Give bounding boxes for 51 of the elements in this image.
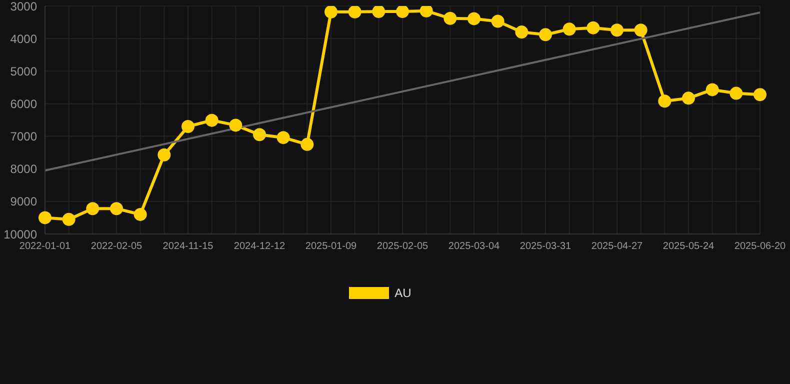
point [420, 6, 433, 18]
point [348, 6, 362, 18]
point [515, 26, 528, 39]
x-tick-label: 2024-11-15 [162, 241, 214, 252]
x-tick-label: 2025-05-24 [662, 241, 715, 252]
point [539, 28, 552, 42]
y-tick-label: 8000 [10, 162, 38, 176]
point [324, 6, 338, 18]
point [300, 138, 314, 151]
x-tick-label: 2025-01-09 [305, 241, 358, 252]
point [468, 12, 480, 26]
point [38, 211, 52, 224]
point [205, 114, 218, 127]
x-tick-label: 2025-06-20 [734, 241, 786, 252]
point [634, 24, 648, 37]
point [134, 208, 147, 221]
point [706, 83, 719, 96]
point [62, 212, 76, 226]
point [754, 88, 766, 102]
x-tick-label: 2022-01-01 [19, 241, 72, 252]
point [110, 202, 123, 216]
point [658, 94, 672, 108]
point [562, 22, 576, 36]
point [253, 128, 266, 142]
y-tick-label: 7000 [10, 130, 38, 144]
x-tick-label: 2025-03-04 [448, 241, 500, 252]
point [396, 6, 409, 18]
y-tick-label: 6000 [10, 96, 38, 111]
point [229, 118, 242, 132]
point [730, 86, 743, 100]
x-tick-label: 2025-02-05 [376, 241, 429, 252]
y-tick-label: 10000 [4, 227, 38, 242]
y-tick-label: 5000 [10, 64, 38, 78]
x-tick-label: 2024-12-12 [234, 241, 286, 252]
point [276, 131, 290, 144]
y-tick-label: 9000 [10, 194, 38, 209]
point [86, 202, 100, 216]
point [682, 92, 695, 105]
point [610, 24, 624, 37]
y-tick-label: 3000 [10, 0, 38, 14]
point [372, 6, 386, 18]
x-tick-label: 2025-04-27 [591, 241, 644, 252]
point [491, 14, 504, 28]
point [586, 21, 600, 34]
point [444, 12, 457, 25]
legend-label: AU [394, 286, 412, 300]
point [182, 120, 194, 134]
y-tick-label: 4000 [10, 32, 38, 46]
x-tick-label: 2022-02-05 [90, 241, 143, 252]
x-tick-label: 2025-03-31 [520, 241, 572, 252]
point [158, 148, 171, 162]
